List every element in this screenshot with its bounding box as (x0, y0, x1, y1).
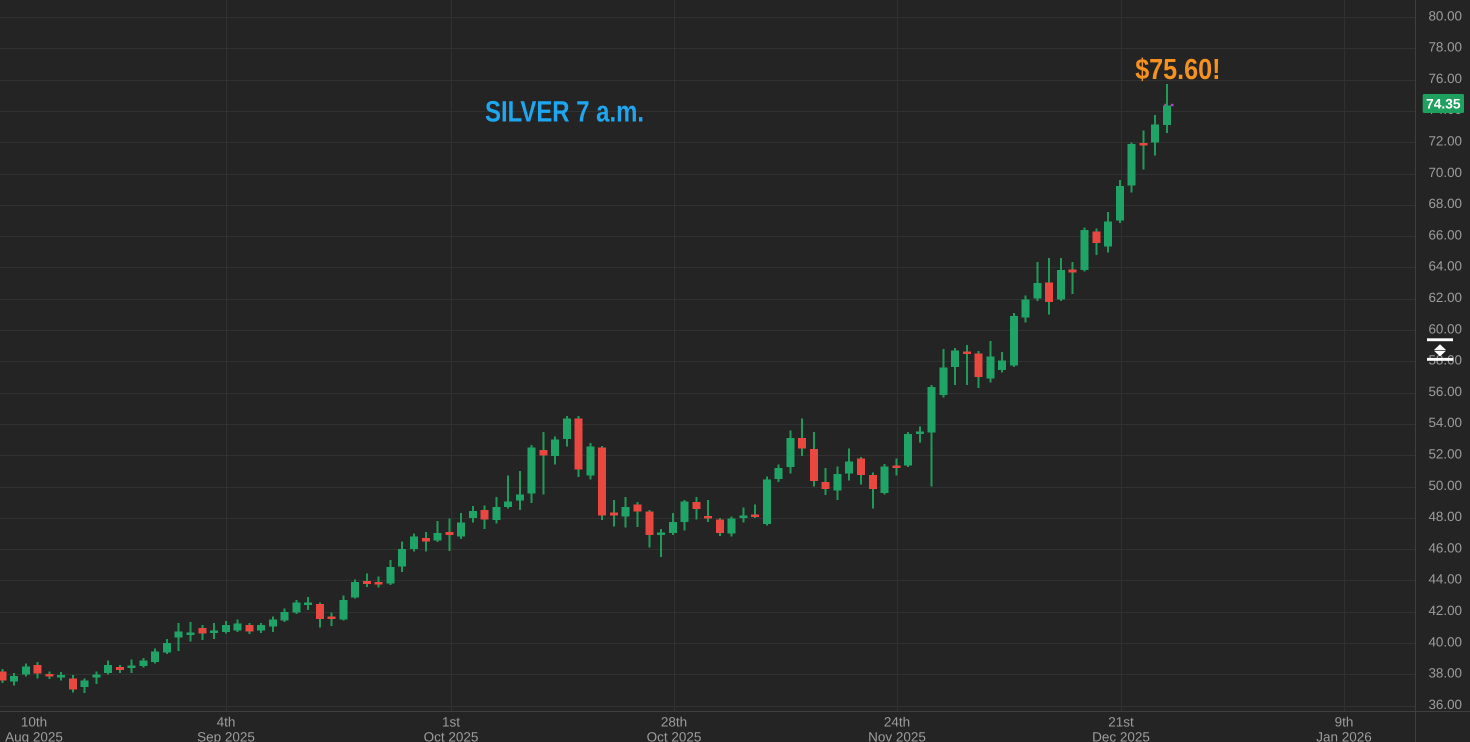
svg-text:62.00: 62.00 (1428, 290, 1462, 305)
svg-text:28th: 28th (661, 715, 687, 730)
svg-text:Oct 2025: Oct 2025 (647, 729, 702, 742)
svg-text:36.00: 36.00 (1428, 697, 1462, 712)
svg-text:21st: 21st (1108, 715, 1134, 730)
svg-text:70.00: 70.00 (1428, 165, 1462, 180)
svg-text:9th: 9th (1335, 715, 1354, 730)
svg-text:76.00: 76.00 (1428, 71, 1462, 86)
svg-text:68.00: 68.00 (1428, 196, 1462, 211)
svg-text:66.00: 66.00 (1428, 227, 1462, 242)
svg-text:72.00: 72.00 (1428, 134, 1462, 149)
svg-text:46.00: 46.00 (1428, 540, 1462, 555)
svg-text:Dec 2025: Dec 2025 (1092, 729, 1150, 742)
svg-text:80.00: 80.00 (1428, 8, 1462, 23)
svg-text:54.00: 54.00 (1428, 415, 1462, 430)
svg-text:Oct 2025: Oct 2025 (424, 729, 479, 742)
svg-text:38.00: 38.00 (1428, 666, 1462, 681)
svg-text:52.00: 52.00 (1428, 447, 1462, 462)
svg-text:10th: 10th (21, 715, 47, 730)
svg-text:40.00: 40.00 (1428, 634, 1462, 649)
svg-text:4th: 4th (217, 715, 236, 730)
svg-text:Sep 2025: Sep 2025 (197, 729, 255, 742)
svg-text:24th: 24th (884, 715, 910, 730)
svg-text:Jan 2026: Jan 2026 (1316, 729, 1372, 742)
svg-text:SILVER 7 a.m.: SILVER 7 a.m. (485, 96, 644, 129)
svg-text:42.00: 42.00 (1428, 603, 1462, 618)
svg-text:44.00: 44.00 (1428, 572, 1462, 587)
svg-text:60.00: 60.00 (1428, 321, 1462, 336)
svg-text:56.00: 56.00 (1428, 384, 1462, 399)
svg-text:Aug 2025: Aug 2025 (5, 729, 63, 742)
svg-text:74.35: 74.35 (1426, 96, 1461, 111)
svg-text:1st: 1st (442, 715, 460, 730)
svg-text:50.00: 50.00 (1428, 478, 1462, 493)
svg-text:64.00: 64.00 (1428, 259, 1462, 274)
svg-text:78.00: 78.00 (1428, 40, 1462, 55)
svg-text:Nov 2025: Nov 2025 (868, 729, 926, 742)
svg-text:48.00: 48.00 (1428, 509, 1462, 524)
svg-text:$75.60!: $75.60! (1135, 54, 1220, 86)
